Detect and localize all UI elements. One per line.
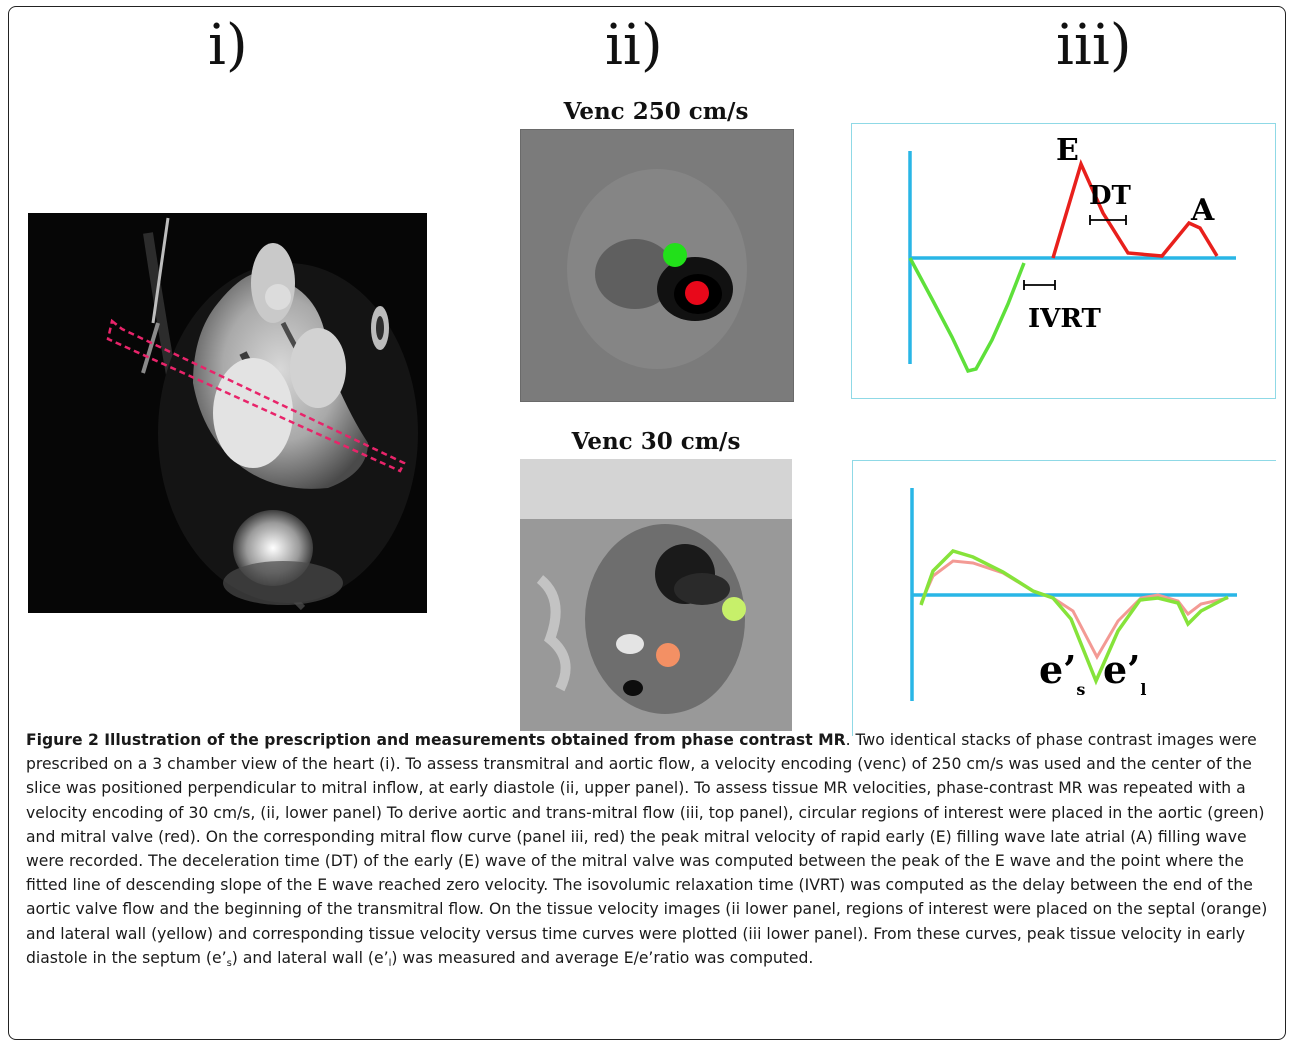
venc-lower-label: Venc 30 cm/s bbox=[571, 428, 741, 455]
caption-body-1: . Two identical stacks of phase contrast… bbox=[26, 731, 1268, 967]
caption-title: Figure 2 Illustration of the prescriptio… bbox=[26, 731, 846, 749]
mitral-flow-curve bbox=[1051, 158, 1219, 259]
venc-upper-label: Venc 250 cm/s bbox=[563, 98, 749, 125]
three-chamber-mr-image bbox=[28, 213, 427, 613]
aortic-flow-curve bbox=[908, 257, 1026, 374]
panel-label-i: i) bbox=[208, 13, 248, 78]
lateral-tissue-velocity-curve bbox=[919, 549, 1229, 686]
caption-body-3: ) was measured and average E/e’ratio was… bbox=[391, 948, 814, 967]
caption-sub-s: s bbox=[226, 957, 232, 969]
caption-sub-l: l bbox=[388, 957, 392, 969]
caption-body-2: ) and lateral wall (e’ bbox=[231, 948, 389, 967]
lateral-wall-roi-marker bbox=[722, 597, 746, 621]
phase-contrast-venc30-image bbox=[520, 459, 792, 731]
aortic-roi-marker bbox=[663, 243, 687, 267]
figure-caption: Figure 2 Illustration of the prescriptio… bbox=[26, 728, 1276, 976]
septal-roi-marker bbox=[656, 643, 680, 667]
slice-prescription-box bbox=[106, 318, 406, 473]
label-dt: DT bbox=[1089, 181, 1132, 211]
mitral-flow-curve-panel: E DT A IVRT bbox=[851, 123, 1276, 399]
panel-label-ii: ii) bbox=[605, 13, 663, 78]
label-e-prime-s: e’s bbox=[1039, 647, 1085, 699]
septal-tissue-velocity-curve bbox=[919, 559, 1229, 661]
label-e-prime-l: e’l bbox=[1103, 647, 1146, 699]
tissue-velocity-curve-panel: e’s e’l bbox=[852, 460, 1276, 736]
label-a-wave: A bbox=[1190, 193, 1215, 228]
phase-contrast-venc250-image bbox=[520, 129, 794, 402]
mitral-roi-marker bbox=[685, 281, 709, 305]
panel-label-iii: iii) bbox=[1056, 13, 1132, 78]
label-e-wave: E bbox=[1056, 133, 1079, 168]
label-ivrt: IVRT bbox=[1028, 304, 1101, 334]
figure-frame bbox=[8, 6, 1286, 1040]
